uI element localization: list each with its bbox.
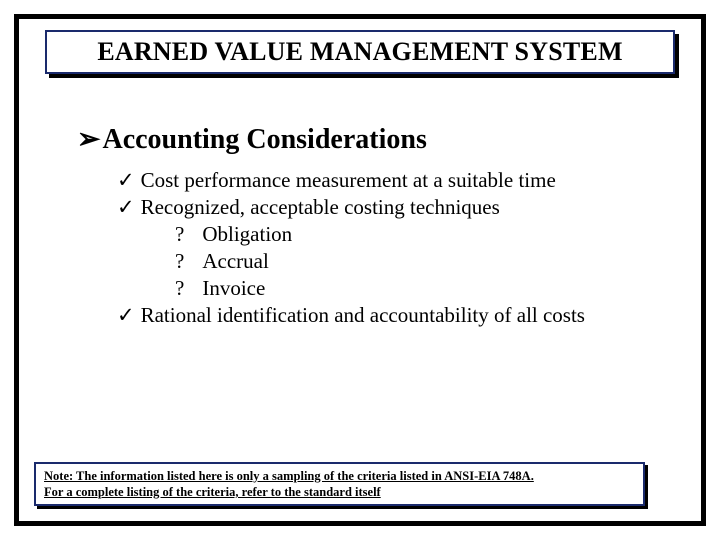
note-container: Note: The information listed here is onl… bbox=[34, 462, 645, 506]
sub-item-text: Obligation bbox=[202, 222, 292, 247]
list-item: ✓ Rational identification and accountabi… bbox=[117, 303, 671, 328]
list-item-text: Recognized, acceptable costing technique… bbox=[141, 195, 500, 220]
check-icon: ✓ bbox=[117, 303, 135, 328]
list-item-text: Cost performance measurement at a suitab… bbox=[141, 168, 556, 193]
list-item: ✓ Cost performance measurement at a suit… bbox=[117, 168, 671, 193]
list-item: ✓ Recognized, acceptable costing techniq… bbox=[117, 195, 671, 220]
note-line-2: For a complete listing of the criteria, … bbox=[44, 484, 635, 500]
slide-frame: EARNED VALUE MANAGEMENT SYSTEM ➢ Account… bbox=[14, 14, 706, 526]
content-region: ➢ Accounting Considerations ✓ Cost perfo… bbox=[77, 124, 671, 330]
note-inner: Note: The information listed here is onl… bbox=[34, 462, 645, 506]
question-icon: ? bbox=[175, 249, 184, 274]
sub-item: ? Obligation bbox=[175, 222, 671, 247]
question-icon: ? bbox=[175, 222, 184, 247]
list-item-text: Rational identification and accountabili… bbox=[141, 303, 585, 328]
question-icon: ? bbox=[175, 276, 184, 301]
section-heading: Accounting Considerations bbox=[102, 124, 426, 156]
heading-row: ➢ Accounting Considerations bbox=[77, 124, 671, 156]
sub-item: ? Accrual bbox=[175, 249, 671, 274]
check-icon: ✓ bbox=[117, 168, 135, 193]
note-line-1: Note: The information listed here is onl… bbox=[44, 468, 635, 484]
title-inner: EARNED VALUE MANAGEMENT SYSTEM bbox=[45, 30, 675, 74]
check-icon: ✓ bbox=[117, 195, 135, 220]
sub-item-text: Invoice bbox=[202, 276, 265, 301]
sub-item-text: Accrual bbox=[202, 249, 268, 274]
arrow-icon: ➢ bbox=[77, 126, 100, 154]
slide-title: EARNED VALUE MANAGEMENT SYSTEM bbox=[97, 37, 622, 67]
sub-item: ? Invoice bbox=[175, 276, 671, 301]
title-container: EARNED VALUE MANAGEMENT SYSTEM bbox=[45, 30, 675, 74]
